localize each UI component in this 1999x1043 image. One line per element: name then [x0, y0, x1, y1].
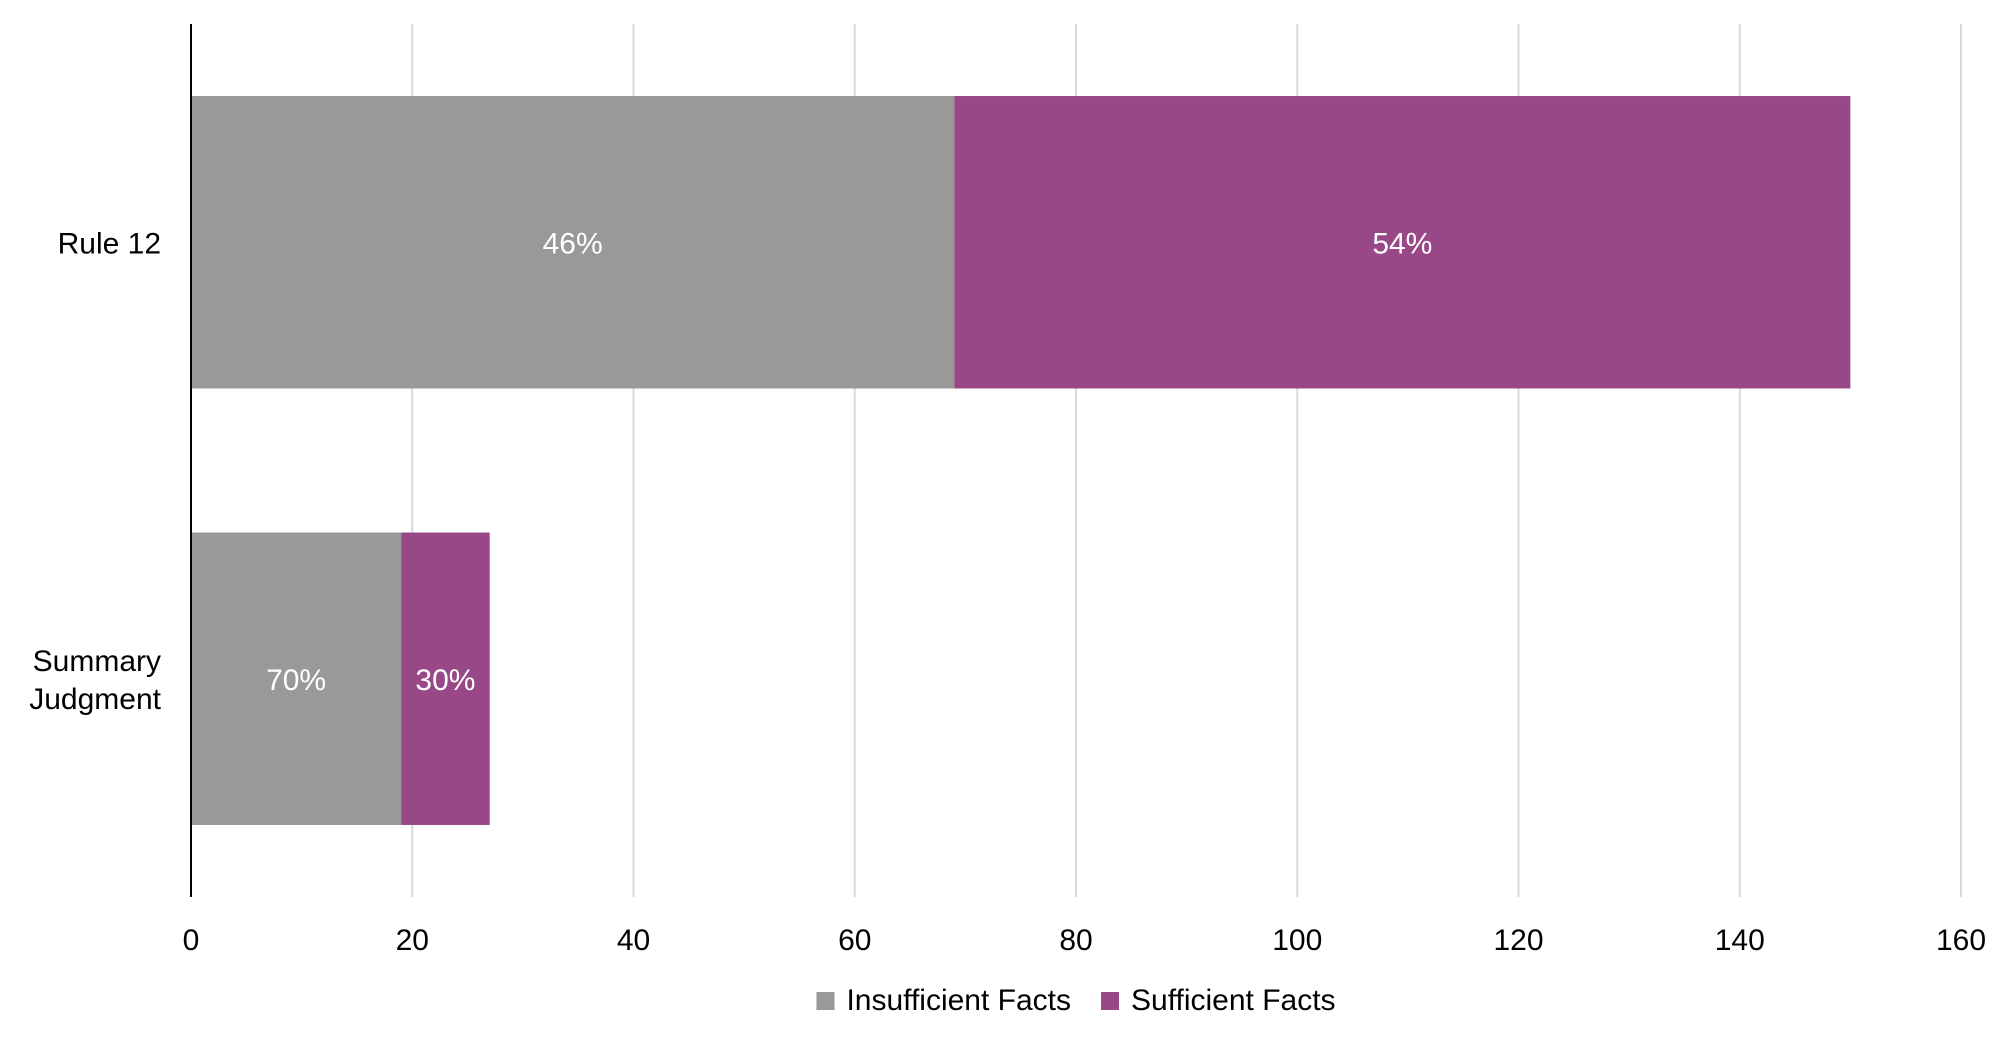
category-labels: Rule 12 SummaryJudgment	[29, 227, 161, 716]
x-tick-label-7: 140	[1715, 924, 1765, 957]
x-tick-label-1: 20	[396, 924, 429, 957]
data-label-0-1: 54%	[1372, 227, 1432, 260]
x-tick-label-8: 160	[1936, 924, 1986, 957]
bars: 46% 54% 70% 30%	[191, 96, 1850, 825]
x-tick-label-2: 40	[617, 924, 650, 957]
category-label-0: Rule 12	[58, 227, 161, 260]
legend-label-1: Sufficient Facts	[1131, 984, 1336, 1017]
data-label-1-0: 70%	[266, 664, 326, 697]
legend-label-0: Insufficient Facts	[846, 984, 1071, 1017]
legend-swatch-0	[816, 992, 834, 1010]
x-axis-tick-labels: 0 20 40 60 80 100 120 140 160	[183, 924, 1986, 957]
x-tick-label-5: 100	[1272, 924, 1322, 957]
category-label-1: SummaryJudgment	[29, 645, 161, 716]
data-label-0-0: 46%	[543, 227, 603, 260]
x-tick-label-4: 80	[1059, 924, 1092, 957]
x-tick-label-0: 0	[183, 924, 200, 957]
legend-item-1: Sufficient Facts	[1101, 984, 1336, 1017]
x-tick-label-3: 60	[838, 924, 871, 957]
legend-swatch-1	[1101, 992, 1119, 1010]
x-tick-label-6: 120	[1493, 924, 1543, 957]
data-label-1-1: 30%	[415, 664, 475, 697]
legend-item-0: Insufficient Facts	[816, 984, 1071, 1017]
legend: Insufficient Facts Sufficient Facts	[816, 984, 1335, 1017]
